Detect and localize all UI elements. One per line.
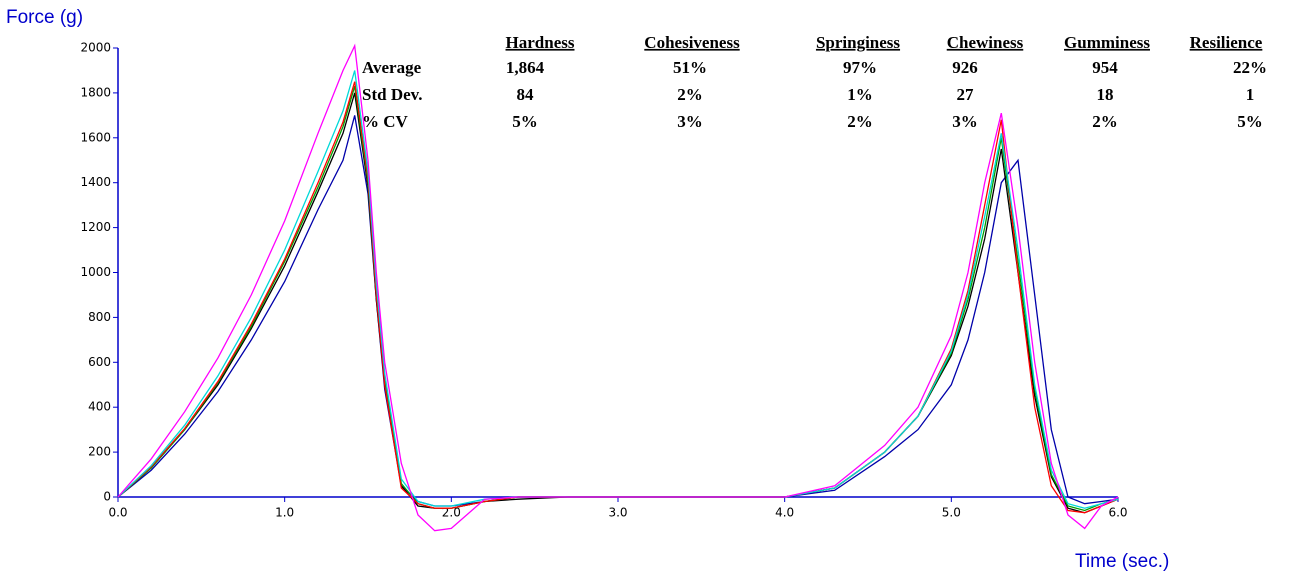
row-label: Std Dev. [362, 85, 422, 104]
y-tick-label: 2000 [80, 41, 111, 55]
series-line [117, 115, 1119, 507]
cell-value: 97% [843, 58, 877, 77]
cell-value: 926 [952, 58, 978, 77]
cell-value: 3% [952, 112, 978, 131]
x-tick-label: 5.0 [942, 506, 961, 520]
cell-value: 3% [677, 112, 703, 131]
column-header: Cohesiveness [644, 33, 740, 52]
cell-value: 5% [1237, 112, 1263, 131]
column-header: Chewiness [947, 33, 1024, 52]
cell-value: 954 [1092, 58, 1118, 77]
cell-value: 51% [673, 58, 707, 77]
y-tick-label: 600 [88, 355, 111, 369]
cell-value: 1 [1246, 85, 1255, 104]
cell-value: 27 [957, 85, 975, 104]
y-axis-title: Force (g) [6, 7, 83, 28]
y-tick-label: 200 [88, 445, 111, 459]
cell-value: 2% [1092, 112, 1118, 131]
y-tick-label: 1400 [80, 175, 111, 189]
x-tick-label: 0.0 [108, 506, 127, 520]
column-header: Springiness [816, 33, 900, 52]
y-tick-label: 1600 [80, 130, 111, 144]
cell-value: 1,864 [506, 58, 545, 77]
y-tick-label: 400 [88, 400, 111, 414]
x-tick-label: 3.0 [608, 506, 627, 520]
column-header: Hardness [506, 33, 575, 52]
cell-value: 2% [847, 112, 873, 131]
x-tick-label: 6.0 [1108, 506, 1127, 520]
x-tick-label: 1.0 [275, 506, 294, 520]
series-line [117, 43, 1119, 532]
series-line [117, 92, 1119, 514]
cell-value: 2% [677, 85, 703, 104]
cell-value: 1% [847, 85, 873, 104]
cell-value: 22% [1233, 58, 1267, 77]
column-header: Gumminess [1064, 33, 1150, 52]
x-tick-label: 4.0 [775, 506, 794, 520]
y-tick-label: 1800 [80, 85, 111, 99]
x-tick-label: 2.0 [442, 506, 461, 520]
y-tick-label: 800 [88, 310, 111, 324]
cell-value: 84 [517, 85, 535, 104]
column-header: Resilience [1190, 33, 1263, 52]
row-label: % CV [362, 112, 409, 131]
y-tick-label: 0 [103, 490, 111, 504]
row-label: Average [362, 58, 422, 77]
y-tick-label: 1000 [80, 265, 111, 279]
y-tick-label: 1200 [80, 220, 111, 234]
x-axis-title: Time (sec.) [1075, 551, 1169, 572]
cell-value: 5% [512, 112, 538, 131]
cell-value: 18 [1097, 85, 1114, 104]
